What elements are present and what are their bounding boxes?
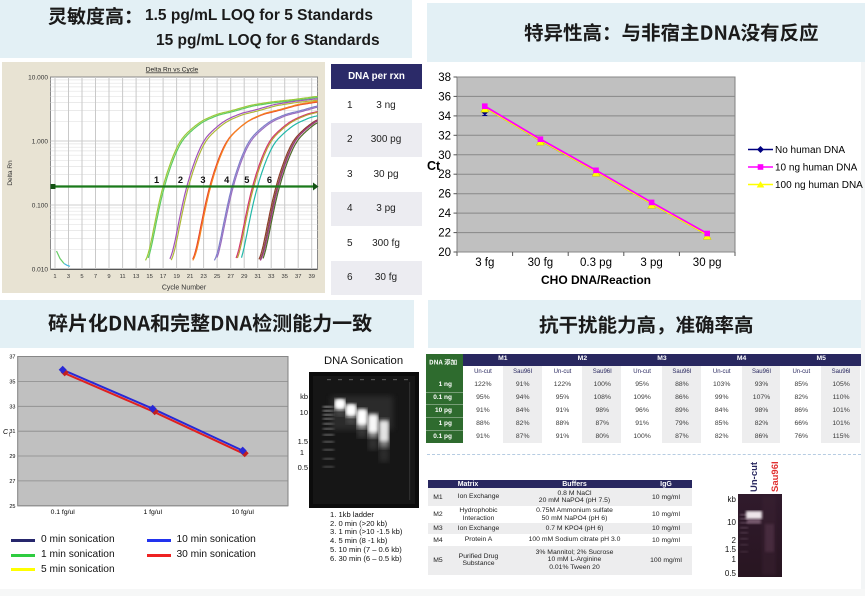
- svg-text:37: 37: [9, 355, 15, 361]
- svg-text:Delta Rn: Delta Rn: [7, 160, 14, 186]
- svg-text:No human DNA: No human DNA: [775, 145, 845, 156]
- svg-text:33: 33: [268, 274, 274, 280]
- svg-text:Delta Rn vs Cycle: Delta Rn vs Cycle: [146, 67, 199, 74]
- svg-text:22: 22: [438, 228, 451, 240]
- svg-text:4: 4: [224, 175, 230, 185]
- svg-text:27: 27: [227, 274, 233, 280]
- svg-text:28: 28: [438, 169, 451, 181]
- svg-text:2: 2: [178, 175, 183, 185]
- svg-text:15: 15: [146, 274, 152, 280]
- svg-text:36: 36: [438, 91, 451, 103]
- svg-text:1: 1: [154, 175, 159, 185]
- svg-text:0.1 fg/ul: 0.1 fg/ul: [51, 509, 76, 516]
- svg-text:1.000: 1.000: [32, 139, 49, 146]
- svg-text:21: 21: [187, 274, 193, 280]
- svg-text:7: 7: [94, 274, 97, 280]
- svg-text:C: C: [3, 429, 9, 436]
- svg-text:29: 29: [241, 274, 247, 280]
- svg-text:5: 5: [80, 274, 83, 280]
- svg-text:39: 39: [308, 274, 314, 280]
- svg-text:25: 25: [9, 504, 15, 510]
- svg-text:3 fg: 3 fg: [475, 257, 494, 269]
- svg-text:26: 26: [438, 189, 451, 201]
- svg-text:1 fg/ul: 1 fg/ul: [143, 509, 162, 516]
- svg-text:t: t: [9, 433, 11, 439]
- svg-text:9: 9: [107, 274, 110, 280]
- svg-text:100 ng human DNA: 100 ng human DNA: [775, 180, 863, 191]
- svg-text:24: 24: [438, 208, 451, 220]
- svg-text:31: 31: [254, 274, 260, 280]
- svg-text:17: 17: [160, 274, 166, 280]
- svg-text:31: 31: [9, 429, 15, 435]
- svg-text:CHO DNA/Reaction: CHO DNA/Reaction: [541, 273, 651, 287]
- svg-text:5: 5: [244, 175, 249, 185]
- svg-text:10 fg/ul: 10 fg/ul: [232, 509, 255, 516]
- svg-text:6: 6: [267, 175, 272, 185]
- svg-text:19: 19: [173, 274, 179, 280]
- svg-text:13: 13: [133, 274, 139, 280]
- svg-text:0.010: 0.010: [32, 267, 49, 274]
- svg-text:25: 25: [214, 274, 220, 280]
- svg-text:38: 38: [438, 72, 451, 84]
- svg-text:3: 3: [67, 274, 70, 280]
- svg-text:27: 27: [9, 479, 15, 485]
- svg-text:10 ng human DNA: 10 ng human DNA: [775, 163, 858, 174]
- svg-text:32: 32: [438, 130, 451, 142]
- svg-text:30 pg: 30 pg: [693, 257, 722, 269]
- svg-text:34: 34: [438, 111, 451, 123]
- svg-text:20: 20: [438, 247, 451, 259]
- svg-text:37: 37: [295, 274, 301, 280]
- svg-text:35: 35: [281, 274, 287, 280]
- svg-text:11: 11: [120, 274, 126, 280]
- svg-text:29: 29: [9, 454, 15, 460]
- svg-text:3 pg: 3 pg: [640, 257, 662, 269]
- svg-text:0.100: 0.100: [32, 203, 49, 210]
- svg-text:30: 30: [438, 150, 451, 162]
- svg-text:33: 33: [9, 404, 15, 410]
- svg-text:Cycle Number: Cycle Number: [162, 285, 207, 292]
- svg-text:23: 23: [200, 274, 206, 280]
- svg-text:Ct: Ct: [427, 159, 441, 173]
- svg-text:1: 1: [53, 274, 56, 280]
- svg-text:35: 35: [9, 379, 15, 385]
- svg-text:0.3 pg: 0.3 pg: [580, 257, 612, 269]
- svg-text:3: 3: [200, 175, 205, 185]
- svg-text:30 fg: 30 fg: [528, 257, 554, 269]
- svg-text:10.000: 10.000: [28, 75, 48, 82]
